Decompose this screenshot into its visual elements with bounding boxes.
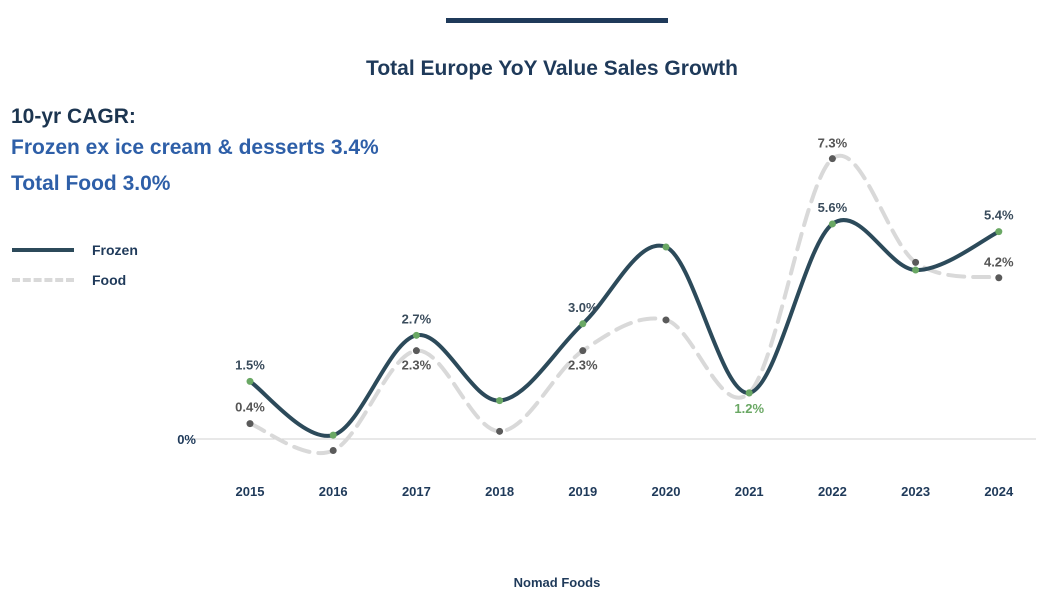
frozen-data-label-2024: 5.4%	[984, 208, 1014, 223]
frozen-point-2015	[246, 377, 254, 385]
food-data-label-2015: 0.4%	[235, 400, 265, 415]
legend-item-frozen: Frozen	[12, 242, 138, 258]
cagr-frozen-value: Frozen ex ice cream & desserts 3.4%	[11, 136, 379, 159]
frozen-data-label-2017: 2.7%	[402, 311, 432, 326]
x-tick-label-2021: 2021	[735, 484, 764, 499]
x-tick-label-2019: 2019	[568, 484, 597, 499]
x-tick-label-2022: 2022	[818, 484, 847, 499]
legend-swatch-food	[12, 278, 74, 282]
food-data-label-2017: 2.3%	[402, 358, 432, 373]
food-data-label-2022: 7.3%	[818, 136, 848, 151]
x-tick-label-2016: 2016	[319, 484, 348, 499]
food-series-line	[248, 153, 1001, 455]
food-point-2019	[579, 347, 587, 355]
frozen-point-2017	[412, 331, 420, 339]
footer-brand: Nomad Foods	[513, 575, 601, 590]
frozen-point-2024	[995, 228, 1003, 236]
x-tick-label-2018: 2018	[485, 484, 514, 499]
frozen-point-2018	[496, 397, 504, 405]
food-data-label-2024: 4.2%	[984, 255, 1014, 270]
frozen-data-label-2015: 1.5%	[235, 357, 265, 372]
legend-item-food: Food	[12, 272, 126, 288]
frozen-series-line	[248, 218, 1001, 438]
x-tick-label-2017: 2017	[402, 484, 431, 499]
cagr-heading: 10-yr CAGR:	[11, 105, 136, 128]
legend-label-food: Food	[92, 272, 127, 288]
frozen-data-label-2019: 3.0%	[568, 300, 598, 315]
chart-title: Total Europe YoY Value Sales Growth	[366, 57, 738, 80]
food-point-2020	[662, 316, 670, 324]
header-accent-bar	[446, 18, 668, 23]
food-data-label-2019: 2.3%	[568, 358, 598, 373]
x-tick-label-2023: 2023	[901, 484, 930, 499]
food-point-2015	[246, 420, 254, 428]
frozen-data-label-2022: 5.6%	[818, 200, 848, 215]
food-point-2018	[496, 427, 504, 435]
frozen-point-2016	[329, 431, 337, 439]
x-tick-label-2020: 2020	[652, 484, 681, 499]
frozen-point-2023	[912, 266, 920, 274]
frozen-point-2022	[828, 220, 836, 228]
food-point-2023	[912, 258, 920, 266]
legend-swatch-frozen	[12, 248, 74, 252]
x-tick-label-2015: 2015	[236, 484, 265, 499]
zero-axis-label: 0%	[177, 432, 196, 447]
cagr-food-value: Total Food 3.0%	[11, 172, 171, 195]
legend-label-frozen: Frozen	[92, 242, 138, 258]
food-point-2017	[412, 347, 420, 355]
x-tick-label-2024: 2024	[984, 484, 1014, 499]
food-point-2016	[329, 447, 337, 455]
food-point-2022	[828, 155, 836, 163]
food-point-2024	[995, 274, 1003, 282]
frozen-data-label-2021: 1.2%	[734, 401, 764, 416]
frozen-point-2021	[745, 389, 753, 397]
frozen-point-2020	[662, 243, 670, 251]
frozen-point-2019	[579, 320, 587, 328]
